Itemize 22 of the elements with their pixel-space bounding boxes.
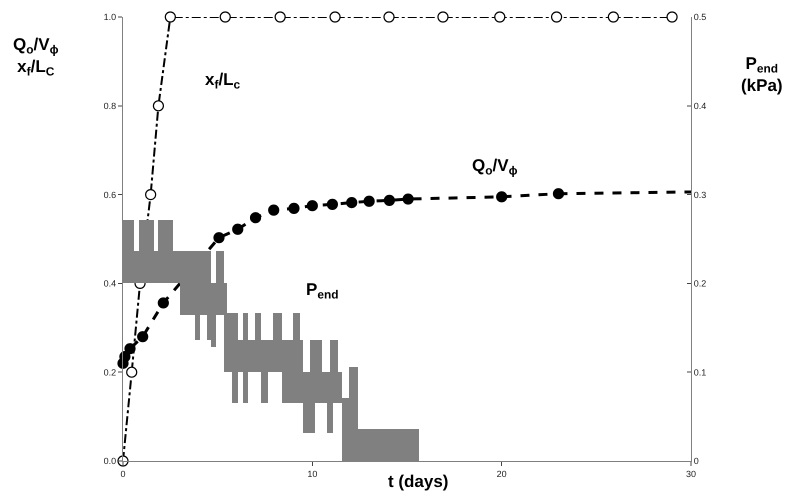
y2-tick-label: 0 [694,456,699,466]
annotation: P$_{end}$ [306,280,338,302]
y-tick-label: 0.4 [104,278,116,289]
y-tick-label: 0.6 [104,190,116,200]
y2-tick-label: 0.2 [694,278,706,289]
y2-axis-title: P$_{end}$ (kPa) [741,54,783,96]
y-tick-label: 1.0 [104,12,116,22]
y-tick-label: 0.8 [104,100,116,111]
x-tick-label: 30 [686,468,696,479]
y-tick-label: 0.2 [104,367,116,378]
x-tick-label: 10 [307,468,318,479]
y2-tick-label: 0.5 [694,12,706,22]
y2-tick-label: 0.1 [694,367,706,378]
y2-tick-label: 0.4 [694,100,706,111]
x-tick-label: 0 [120,468,126,479]
x-axis-title: t (days) [388,472,448,491]
x-tick-label: 20 [496,468,507,479]
y2-tick-label: 0.3 [694,190,706,200]
text: Q$_{o}$/V$_{ϕ}$ x$_{f}$/L$_{C}$ [13,35,58,79]
annotation: Q$_{o}$/V$_{ϕ}$ [472,156,518,178]
annotation: x$_{f}$/L$_{c}$ [205,70,241,92]
y-tick-label: 0.0 [104,456,116,466]
